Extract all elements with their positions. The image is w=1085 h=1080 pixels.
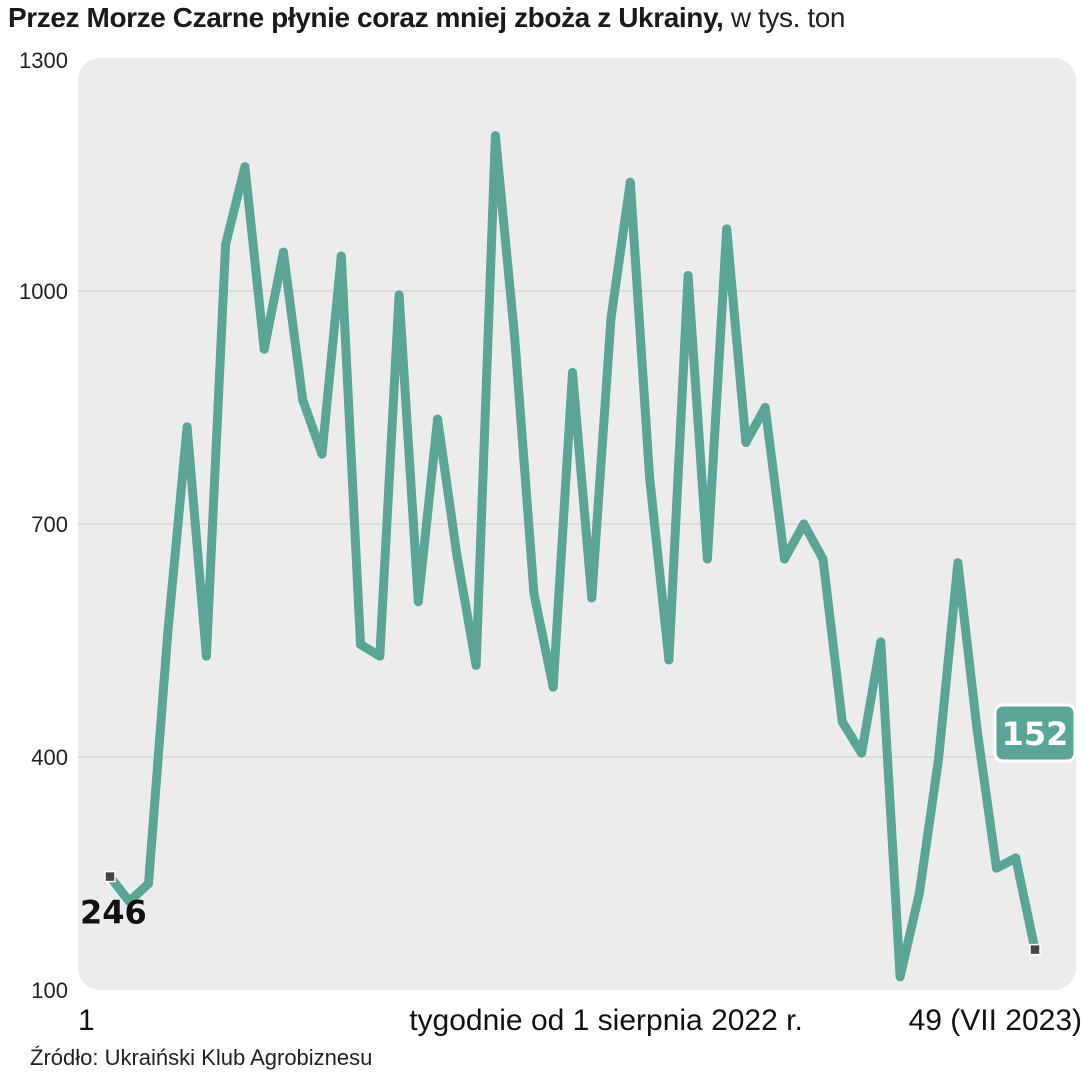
data-point xyxy=(221,239,231,249)
data-point xyxy=(1011,853,1021,863)
data-point xyxy=(760,403,770,412)
data-point xyxy=(471,660,481,670)
y-tick-label: 400 xyxy=(31,745,68,770)
data-point xyxy=(837,717,847,727)
data-point xyxy=(914,888,924,898)
data-point xyxy=(548,682,558,692)
y-tick-label: 1000 xyxy=(19,279,68,304)
last-point-marker xyxy=(1029,943,1041,956)
data-point xyxy=(683,270,693,280)
y-tick-label: 1300 xyxy=(19,48,68,73)
y-tick-label: 100 xyxy=(31,978,68,1003)
data-point xyxy=(664,655,674,665)
x-axis-label: tygodnie od 1 sierpnia 2022 r. xyxy=(409,1004,803,1037)
data-point xyxy=(259,344,269,354)
data-point xyxy=(991,863,1001,873)
x-start-label: 1 xyxy=(78,1004,95,1037)
data-point xyxy=(336,251,346,261)
data-point xyxy=(818,554,828,564)
data-point xyxy=(298,395,308,405)
data-point xyxy=(490,131,500,141)
data-point xyxy=(779,554,789,564)
data-point xyxy=(356,639,366,649)
first-value-label: 246 xyxy=(80,894,147,932)
data-point xyxy=(876,637,886,647)
data-point xyxy=(857,748,867,758)
data-point xyxy=(606,313,616,323)
data-point xyxy=(799,519,809,529)
data-point xyxy=(510,333,520,343)
source-note: Źródło: Ukraiński Klub Agrobiznesu xyxy=(30,1045,373,1070)
data-point xyxy=(972,726,982,736)
last-value-badge: 152 xyxy=(993,703,1077,763)
data-point xyxy=(124,896,134,906)
chart-title: Przez Morze Czarne płynie coraz mniej zb… xyxy=(8,2,845,34)
data-point xyxy=(625,177,635,187)
data-point xyxy=(529,589,539,599)
data-point xyxy=(702,554,712,564)
y-tick-label: 700 xyxy=(31,512,68,537)
data-point xyxy=(394,290,404,300)
chart-title-main: Przez Morze Czarne płynie coraz mniej zb… xyxy=(8,2,724,33)
data-point xyxy=(645,472,655,482)
data-point xyxy=(163,628,173,638)
data-point xyxy=(433,414,443,424)
data-point xyxy=(452,550,462,560)
x-end-label: 49 (VII 2023) xyxy=(909,1004,1082,1037)
data-point xyxy=(587,593,597,603)
data-point xyxy=(240,162,250,172)
data-point xyxy=(317,449,327,459)
last-value-label: 152 xyxy=(1002,715,1069,753)
data-point xyxy=(375,651,385,661)
data-point xyxy=(953,558,963,568)
data-point xyxy=(413,597,423,607)
first-point-marker xyxy=(104,870,116,883)
line-chart: 100 400 700 1000 1300 246 152 1 tygodnie od … xyxy=(19,48,1082,1037)
data-point xyxy=(278,247,288,257)
data-point xyxy=(182,422,192,432)
chart-title-unit: w tys. ton xyxy=(730,2,846,33)
data-point xyxy=(722,224,732,234)
data-point xyxy=(568,368,577,378)
data-point xyxy=(895,972,905,982)
data-point xyxy=(144,879,154,889)
data-point xyxy=(201,651,211,661)
data-point xyxy=(741,437,751,447)
data-point xyxy=(934,754,944,764)
